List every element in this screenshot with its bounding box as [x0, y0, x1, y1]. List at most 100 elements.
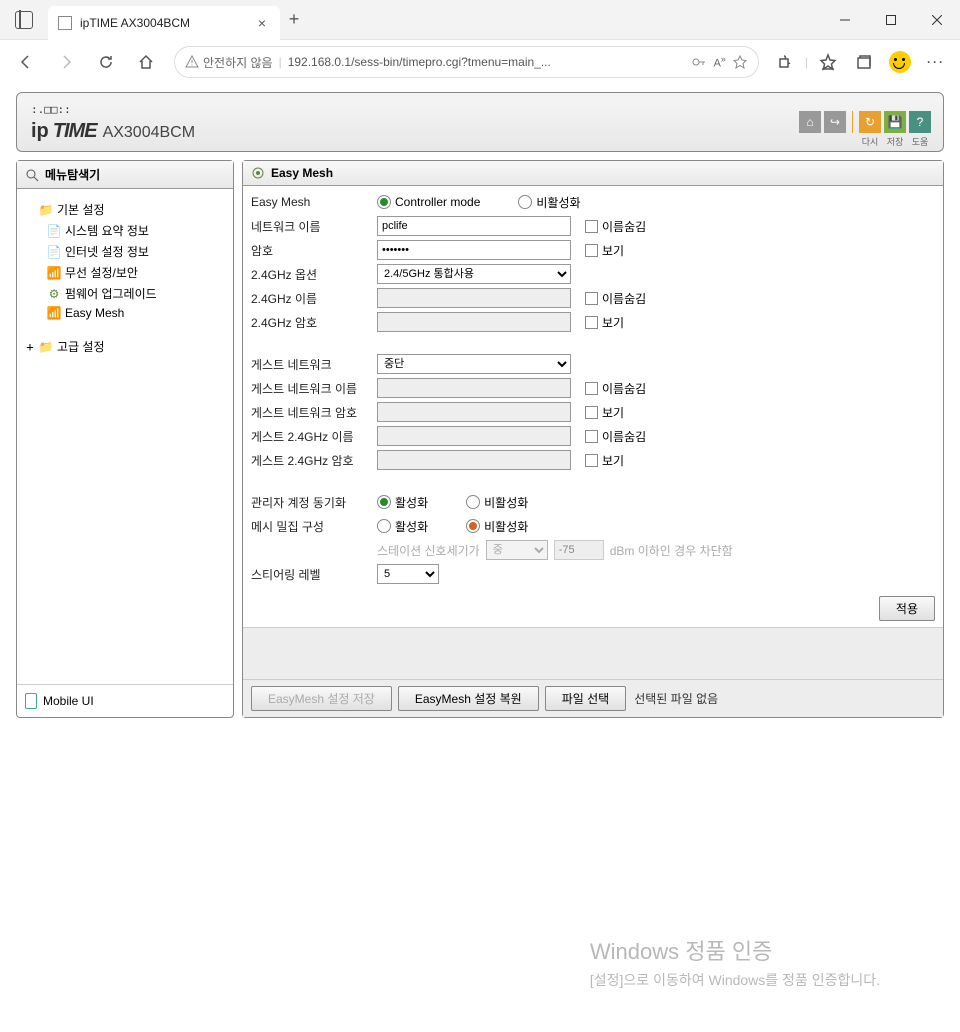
extensions-icon[interactable]: [769, 46, 801, 78]
close-window-button[interactable]: [914, 0, 960, 40]
tab-actions-icon[interactable]: [0, 11, 48, 29]
chk-guest24-hide[interactable]: 이름숨김: [585, 428, 646, 445]
tree-item-firmware[interactable]: ⚙펌웨어 업그레이드: [25, 283, 225, 304]
tree-basic[interactable]: 📁기본 설정: [25, 199, 225, 220]
label-density: 메시 밀집 구성: [251, 518, 377, 535]
label-guest24-name: 게스트 2.4GHz 이름: [251, 428, 377, 445]
chk-24-hidename[interactable]: 이름숨김: [585, 290, 646, 307]
label-steering: 스티어링 레벨: [251, 566, 377, 583]
mesh-icon: [251, 166, 265, 180]
page-icon: [58, 16, 72, 30]
radio-density-enable[interactable]: 활성화: [377, 518, 428, 535]
doc-icon: 📄: [47, 245, 61, 259]
select-guest[interactable]: 중단: [377, 354, 571, 374]
window-titlebar: ipTIME AX3004BCM × +: [0, 0, 960, 40]
forward-button[interactable]: [48, 46, 84, 78]
header-refresh-icon[interactable]: ↻: [859, 111, 881, 133]
header-home-icon[interactable]: ⌂: [799, 111, 821, 133]
apply-button[interactable]: 적용: [879, 596, 935, 621]
input-netname[interactable]: [377, 216, 571, 236]
tree-item-summary[interactable]: 📄시스템 요약 정보: [25, 220, 225, 241]
no-file-label: 선택된 파일 없음: [634, 690, 718, 707]
label-password: 암호: [251, 242, 377, 259]
chk-24-show[interactable]: 보기: [585, 314, 624, 331]
sidebar-header: 메뉴탐색기: [17, 161, 233, 189]
input-password[interactable]: [377, 240, 571, 260]
favorite-icon[interactable]: [732, 54, 748, 70]
nav-tree: 📁기본 설정 📄시스템 요약 정보 📄인터넷 설정 정보 📶무선 설정/보안 ⚙…: [17, 189, 233, 684]
radio-sync-enable[interactable]: 활성화: [377, 494, 428, 511]
label-easymesh: Easy Mesh: [251, 195, 377, 209]
new-tab-button[interactable]: +: [280, 9, 308, 30]
input-24name: [377, 288, 571, 308]
radio-disabled[interactable]: 비활성화: [518, 194, 580, 211]
radio-controller[interactable]: Controller mode: [377, 195, 480, 209]
mobile-ui-link[interactable]: Mobile UI: [17, 684, 233, 717]
back-button[interactable]: [8, 46, 44, 78]
select-24opt[interactable]: 2.4/5GHz 통합사용: [377, 264, 571, 284]
brand-prefix: ip: [31, 120, 49, 143]
menu-button[interactable]: ···: [920, 46, 952, 78]
save-config-button: EasyMesh 설정 저장: [251, 686, 392, 711]
router-header: :.□□:: ipTIME AX3004BCM ⌂ ↪ ↻다시 💾저장 ?도움: [16, 92, 944, 152]
address-bar[interactable]: 안전하지 않음 | 192.168.0.1/sess-bin/timepro.c…: [174, 46, 759, 78]
label-guest-pass: 게스트 네트워크 암호: [251, 404, 377, 421]
browser-toolbar: 안전하지 않음 | 192.168.0.1/sess-bin/timepro.c…: [0, 40, 960, 84]
restore-config-button[interactable]: EasyMesh 설정 복원: [398, 686, 539, 711]
favorites-bar-icon[interactable]: [812, 46, 844, 78]
label-24opt: 2.4GHz 옵션: [251, 266, 377, 283]
main-footer: EasyMesh 설정 저장 EasyMesh 설정 복원 파일 선택 선택된 …: [243, 679, 943, 717]
windows-watermark: Windows 정품 인증 [설정]으로 이동하여 Windows를 정품 인증…: [590, 934, 880, 990]
main-spacer: [243, 627, 943, 679]
profile-icon[interactable]: [884, 46, 916, 78]
label-guest24-pass: 게스트 2.4GHz 암호: [251, 452, 377, 469]
brand-main: TIME: [53, 120, 97, 143]
chk-guest-show[interactable]: 보기: [585, 404, 624, 421]
label-guest-name: 게스트 네트워크 이름: [251, 380, 377, 397]
wifi-icon: 📶: [47, 266, 61, 280]
label-24name: 2.4GHz 이름: [251, 290, 377, 307]
header-save-icon[interactable]: 💾: [884, 111, 906, 133]
label-adminsync: 관리자 계정 동기화: [251, 494, 377, 511]
folder-icon: 📁: [39, 340, 53, 354]
collections-icon[interactable]: [848, 46, 880, 78]
main-panel: Easy Mesh Easy Mesh Controller mode 비활성화…: [242, 160, 944, 718]
security-warning[interactable]: 안전하지 않음: [185, 54, 273, 71]
maximize-button[interactable]: [868, 0, 914, 40]
minimize-button[interactable]: [822, 0, 868, 40]
folder-icon: 📁: [39, 203, 53, 217]
tree-item-wireless[interactable]: 📶무선 설정/보안: [25, 262, 225, 283]
select-steering[interactable]: 5: [377, 564, 439, 584]
main-header: Easy Mesh: [243, 161, 943, 186]
input-guest24-pass: [377, 450, 571, 470]
tree-item-easymesh[interactable]: 📶Easy Mesh: [25, 304, 225, 322]
chk-show-pass[interactable]: 보기: [585, 242, 624, 259]
chk-hidename[interactable]: 이름숨김: [585, 218, 646, 235]
file-select-button[interactable]: 파일 선택: [545, 686, 627, 711]
select-signal-level: 중: [486, 540, 548, 560]
tree-item-internet[interactable]: 📄인터넷 설정 정보: [25, 241, 225, 262]
input-guest-name: [377, 378, 571, 398]
gear-icon: ⚙: [47, 287, 61, 301]
signal-threshold-row: 스테이션 신호세기가 중 dBm 이하인 경우 차단함: [377, 538, 935, 562]
chk-guest24-show[interactable]: 보기: [585, 452, 624, 469]
sidebar: 메뉴탐색기 📁기본 설정 📄시스템 요약 정보 📄인터넷 설정 정보 📶무선 설…: [16, 160, 234, 718]
header-help-icon[interactable]: ?: [909, 111, 931, 133]
input-24pass: [377, 312, 571, 332]
close-tab-icon[interactable]: ×: [254, 15, 270, 31]
radio-sync-disable[interactable]: 비활성화: [466, 494, 528, 511]
radio-density-disable[interactable]: 비활성화: [466, 518, 528, 535]
chk-guest-hide[interactable]: 이름숨김: [585, 380, 646, 397]
home-button[interactable]: [128, 46, 164, 78]
reading-mode-icon[interactable]: A»: [713, 54, 725, 70]
tree-advanced[interactable]: +📁고급 설정: [25, 336, 225, 357]
key-icon[interactable]: [691, 54, 707, 70]
url-text: 192.168.0.1/sess-bin/timepro.cgi?tmenu=m…: [288, 55, 686, 69]
label-guest: 게스트 네트워크: [251, 356, 377, 373]
input-guest24-name: [377, 426, 571, 446]
refresh-button[interactable]: [88, 46, 124, 78]
header-logout-icon[interactable]: ↪: [824, 111, 846, 133]
input-dbm: [554, 540, 604, 560]
browser-tab[interactable]: ipTIME AX3004BCM ×: [48, 6, 280, 40]
search-icon: [25, 168, 39, 182]
